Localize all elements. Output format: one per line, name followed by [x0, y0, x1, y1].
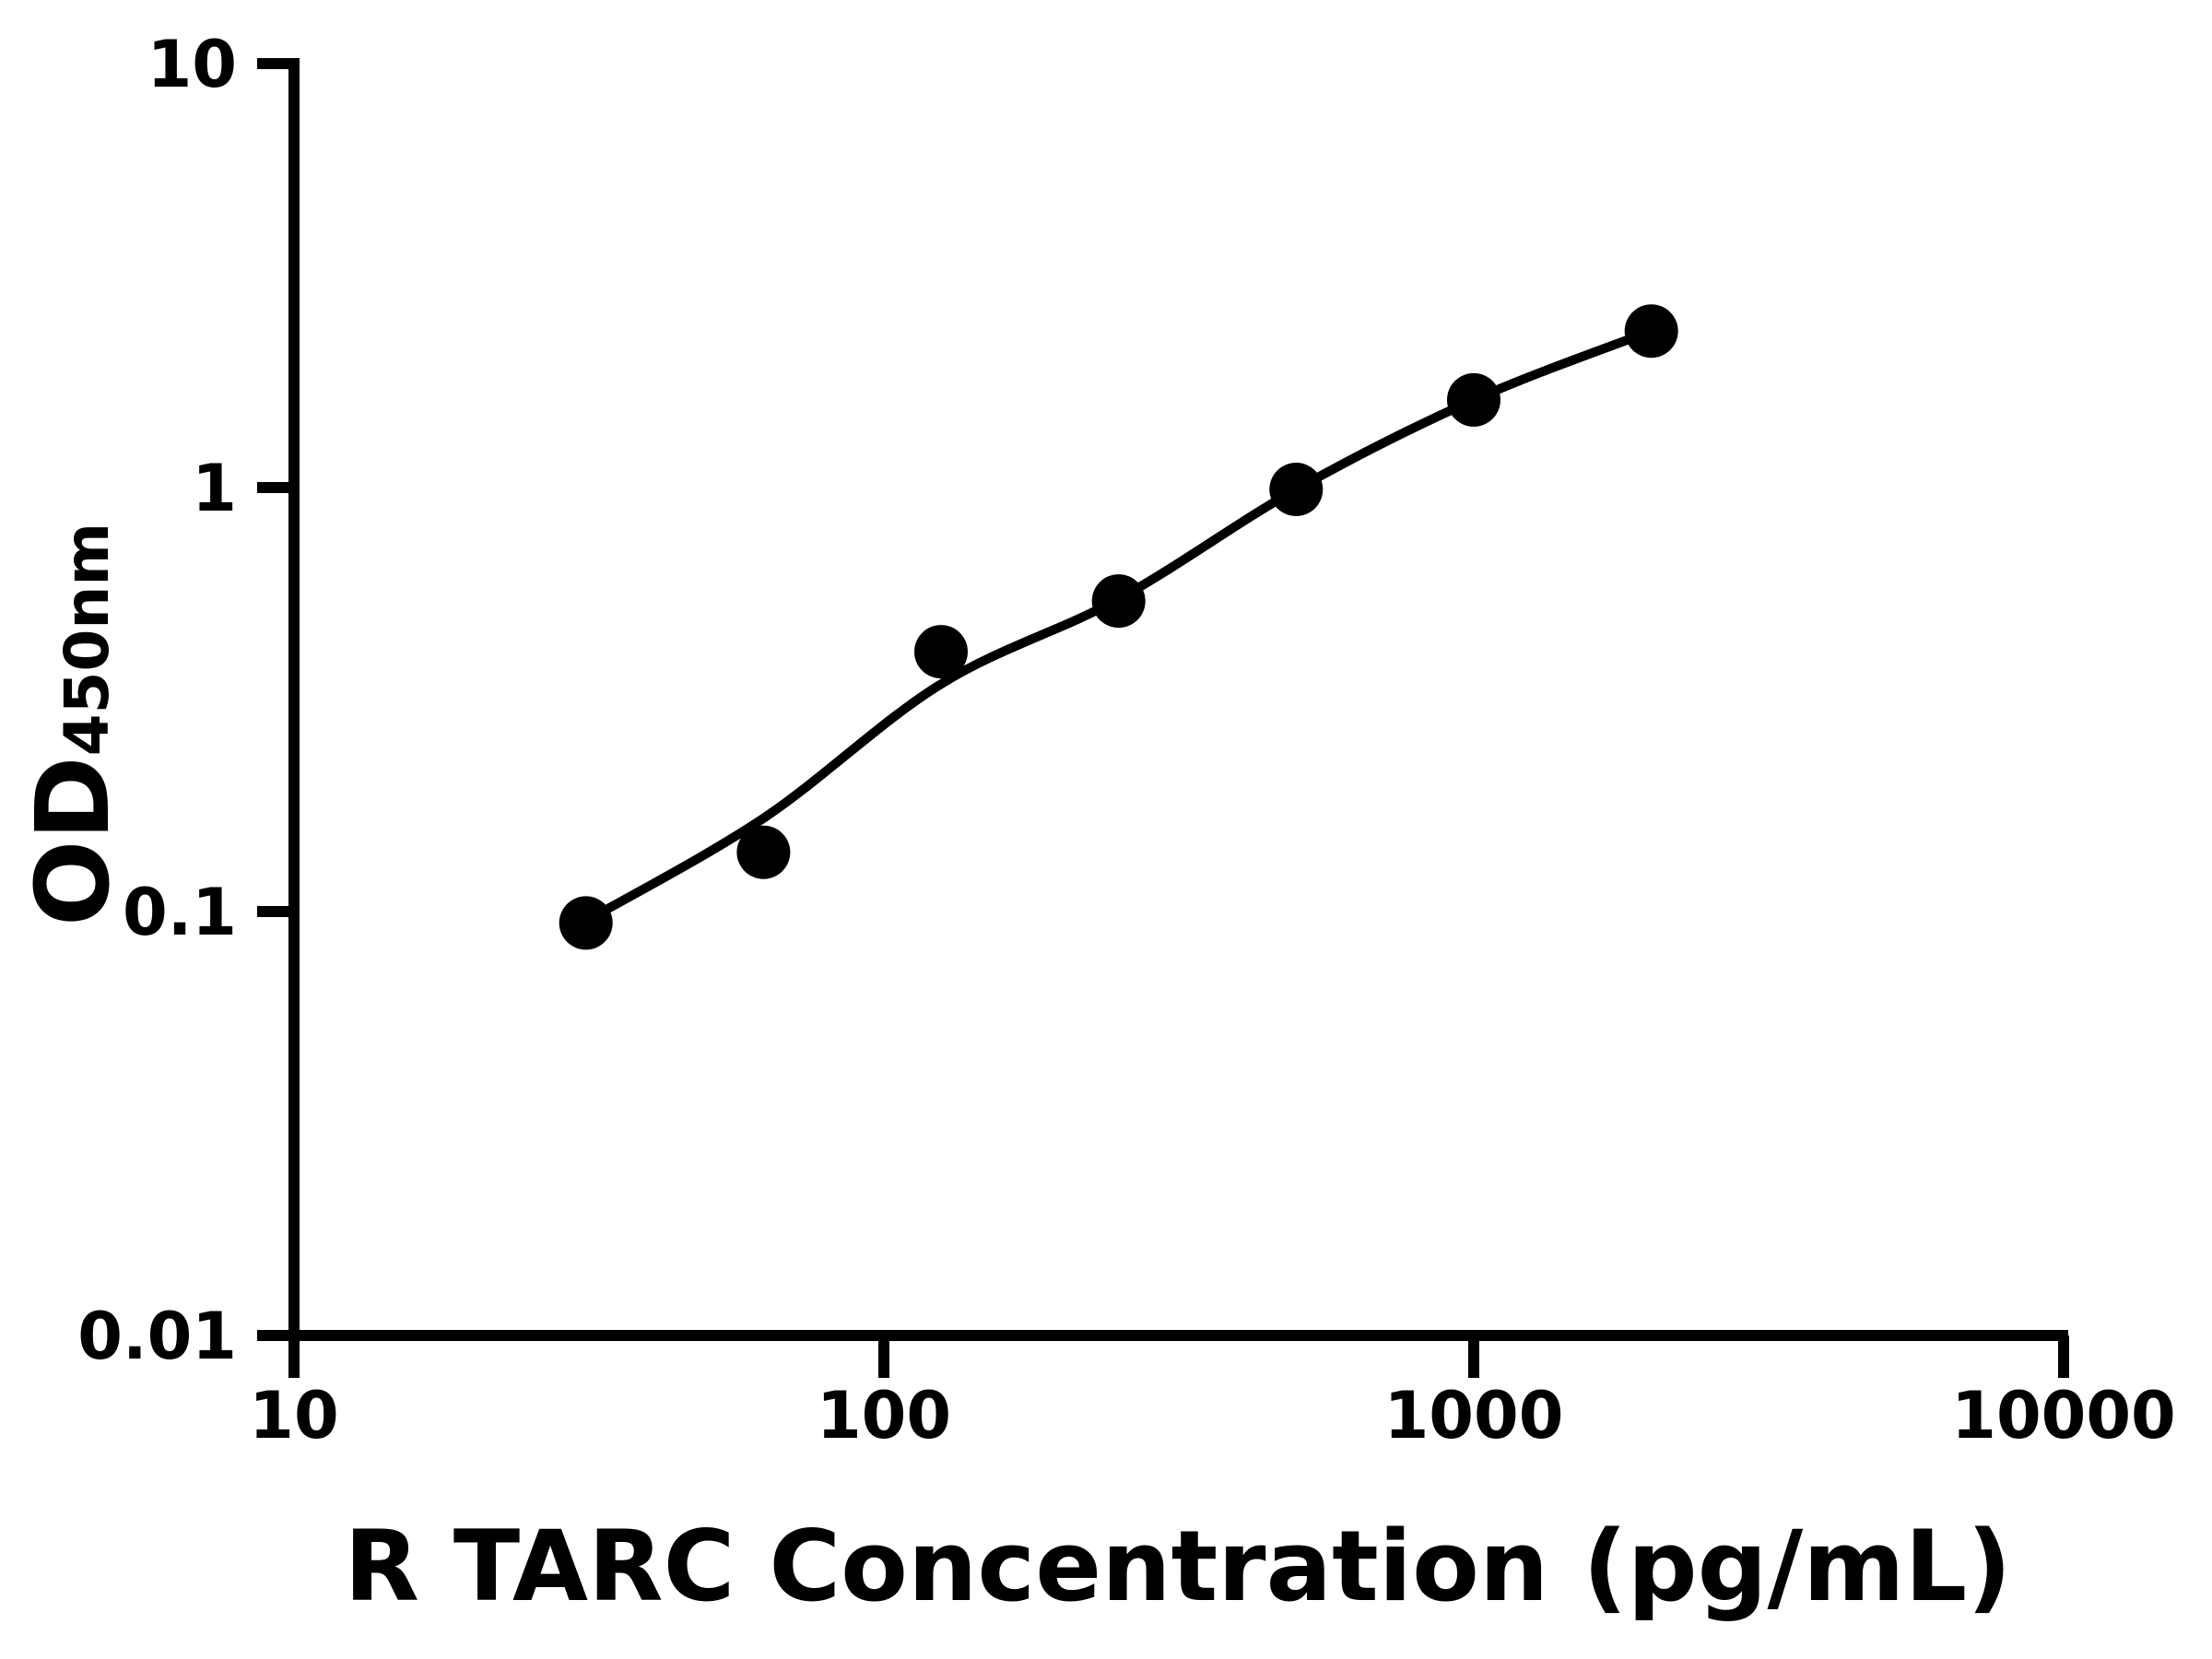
data-points [559, 304, 1678, 950]
data-point-marker [1447, 372, 1500, 427]
x-tick-label: 100 [817, 1378, 951, 1453]
data-point-marker [1624, 304, 1678, 359]
x-tick-label: 1000 [1384, 1378, 1564, 1453]
y-tick-label: 0.01 [77, 1299, 237, 1374]
axes [288, 58, 2068, 1341]
y-axis-title-main: OD [14, 756, 132, 926]
axis-ticks [257, 58, 2069, 1378]
x-axis-title: R TARC Concentration (pg/mL) [344, 1510, 2011, 1623]
y-tick-label: 1 [192, 451, 237, 526]
data-point-marker [736, 825, 791, 879]
y-axis-title-subscript: 450nm [52, 523, 123, 757]
data-point-marker [1269, 463, 1324, 516]
y-tick-label: 0.1 [123, 875, 237, 950]
x-tick-label: 10 [249, 1378, 338, 1453]
y-tick-label: 10 [147, 27, 237, 102]
data-point-marker [559, 896, 613, 950]
x-tick-label: 10000 [1951, 1378, 2176, 1453]
y-axis-title: OD450nm [14, 523, 132, 926]
data-point-marker [914, 625, 968, 679]
data-point-marker [1091, 574, 1146, 629]
